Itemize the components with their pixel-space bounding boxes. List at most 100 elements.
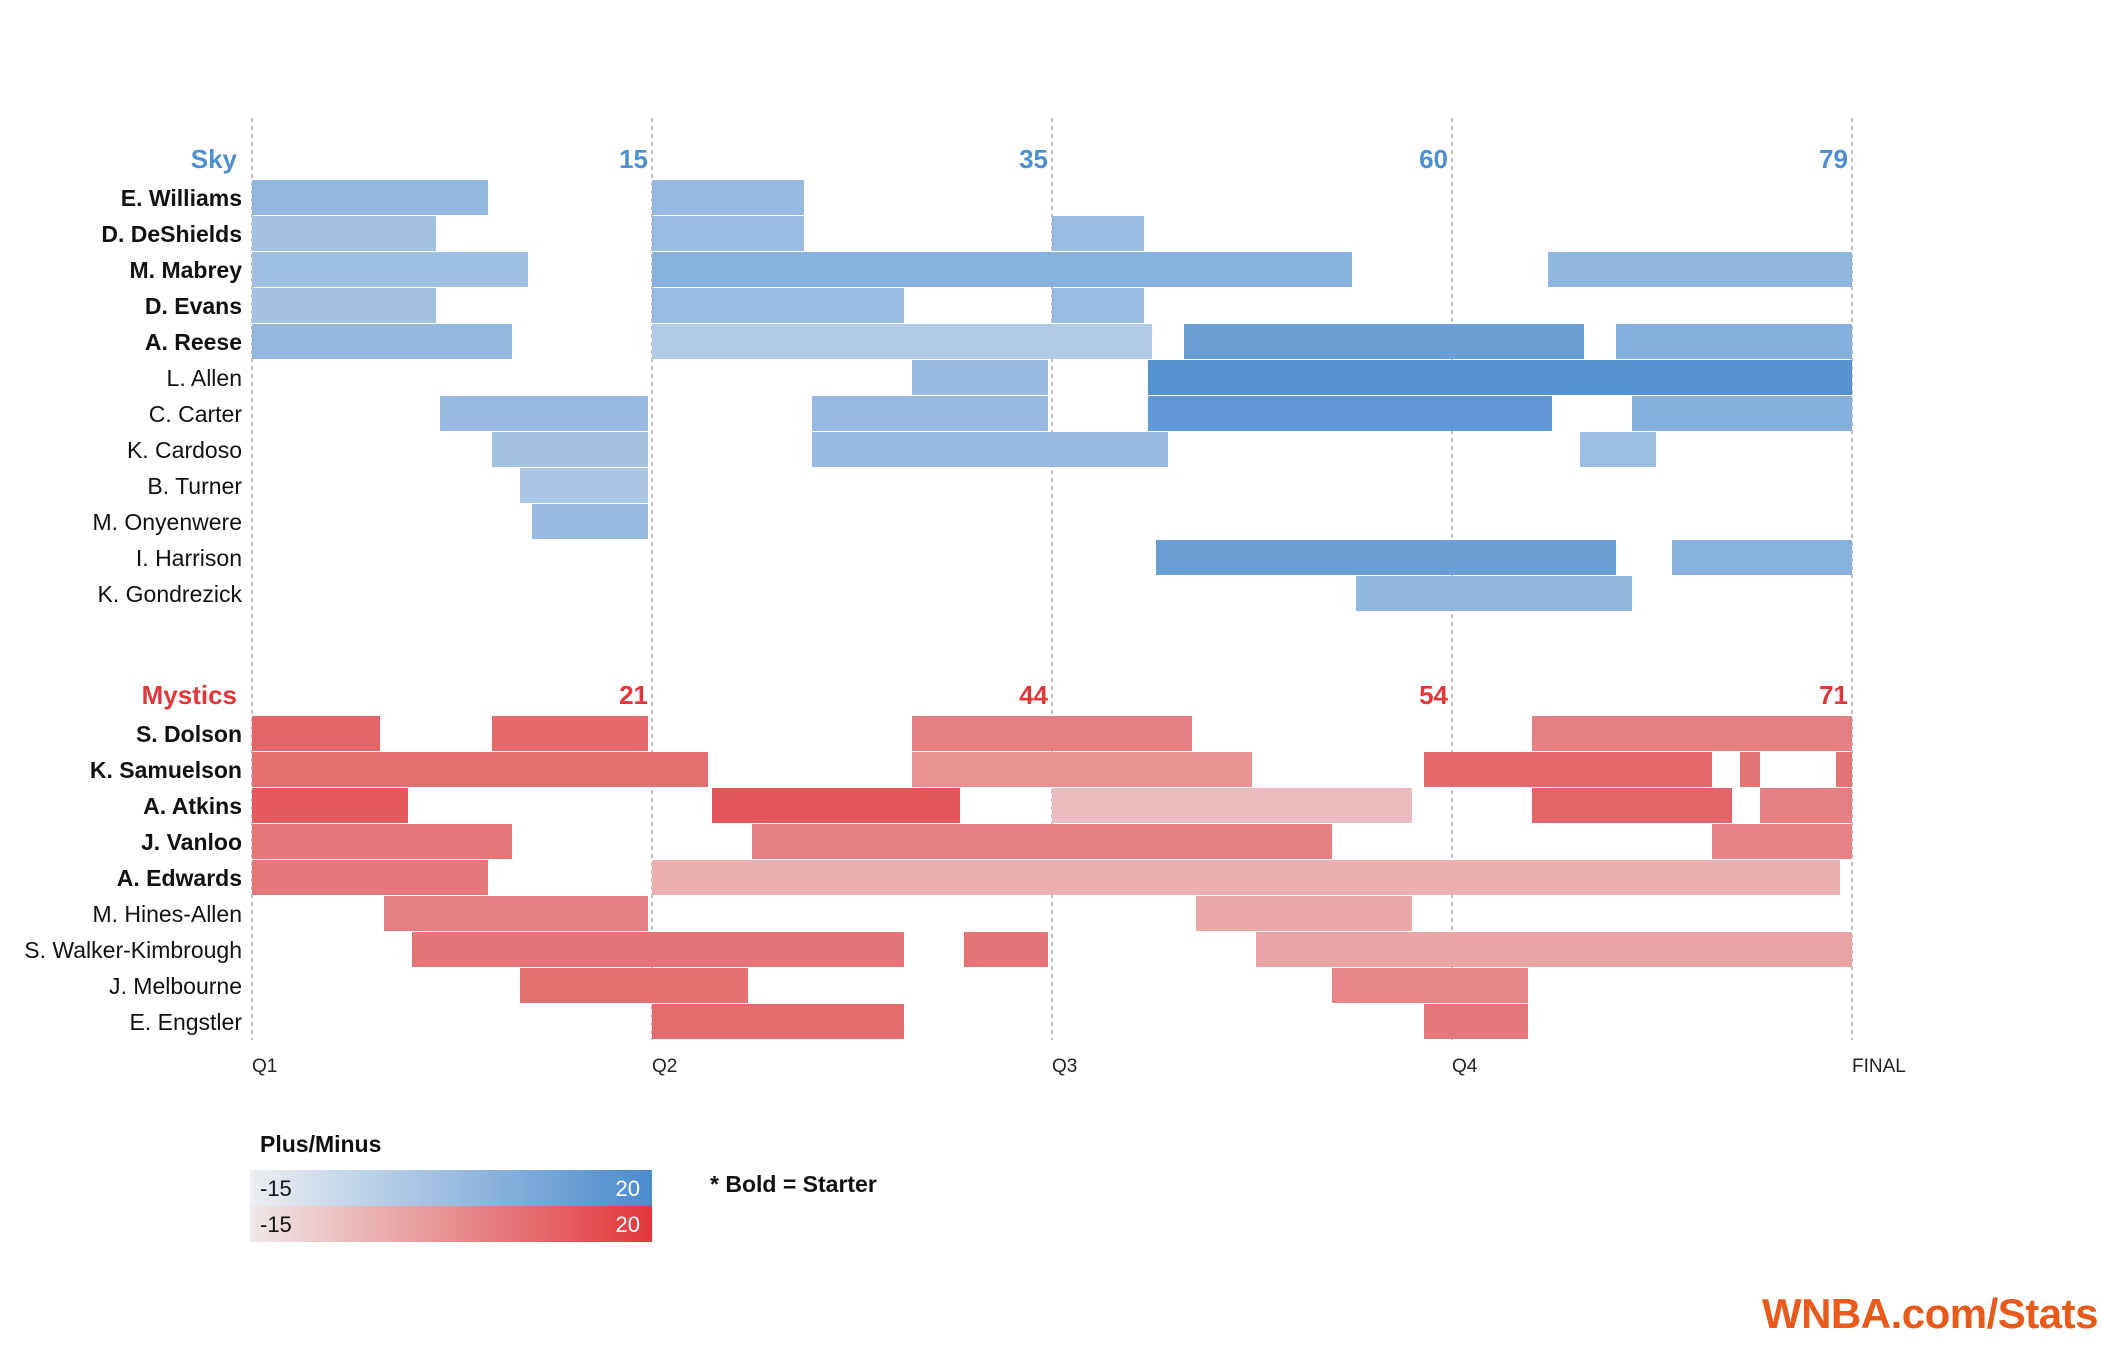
quarter-score: 35 — [1019, 144, 1048, 174]
legend-gradient-mystics — [250, 1206, 652, 1242]
x-tick-label: Q4 — [1452, 1056, 1478, 1077]
quarter-score: 44 — [1019, 680, 1048, 710]
stint-bar — [252, 824, 512, 859]
stint-bar — [1052, 788, 1412, 823]
team-mystics: Mystics 21 44 54 71 S. Dolson K. Samuelson A. A… — [24, 680, 1852, 1039]
stint-bar — [752, 824, 1332, 859]
stint-bar — [384, 896, 648, 931]
player-name: J. Vanloo — [141, 829, 242, 855]
quarter-score: 21 — [619, 680, 648, 710]
starter-note: * Bold = Starter — [710, 1171, 877, 1197]
legend-gradient-sky — [250, 1170, 652, 1206]
player-name: M. Mabrey — [130, 257, 243, 283]
stint-bar — [520, 968, 748, 1003]
player-name: S. Dolson — [136, 721, 242, 747]
stint-bar — [520, 468, 648, 503]
stint-bar — [1760, 788, 1852, 823]
stint-bar — [652, 1004, 904, 1039]
stint-bar — [812, 432, 1168, 467]
stint-bar — [964, 932, 1048, 967]
stint-bar — [492, 716, 648, 751]
legend-min-mystics: -15 — [260, 1212, 292, 1237]
quarter-score: 15 — [619, 144, 648, 174]
legend-max-sky: 20 — [616, 1176, 640, 1201]
x-axis: Q1 Q2 Q3 Q4 FINAL — [252, 1056, 1906, 1077]
stint-bar — [812, 396, 1048, 431]
player-name: A. Reese — [145, 329, 242, 355]
stint-bar — [652, 216, 804, 251]
stint-bar — [1580, 432, 1656, 467]
stint-bar — [1148, 360, 1852, 395]
stint-bar — [1424, 752, 1712, 787]
quarter-score: 54 — [1419, 680, 1448, 710]
stint-bar — [252, 716, 380, 751]
stint-bar — [1672, 540, 1852, 575]
player-name: K. Samuelson — [90, 757, 242, 783]
stint-bar — [652, 288, 904, 323]
stint-bar — [1548, 252, 1852, 287]
x-tick-label: FINAL — [1852, 1056, 1906, 1077]
player-name: C. Carter — [149, 401, 243, 427]
team-sky: Sky 15 35 60 79 E. Williams D. DeShields M. Mab… — [92, 144, 1852, 611]
stint-bar — [1256, 932, 1852, 967]
stint-bar — [532, 504, 648, 539]
stint-bar — [1052, 288, 1144, 323]
stint-bar — [252, 288, 436, 323]
x-tick-label: Q3 — [1052, 1056, 1077, 1077]
player-name: A. Atkins — [143, 793, 242, 819]
stint-bar — [1532, 788, 1732, 823]
stint-bar — [252, 860, 488, 895]
player-name: M. Hines-Allen — [92, 901, 242, 927]
stint-bar — [652, 180, 804, 215]
player-name: M. Onyenwere — [92, 509, 242, 535]
stint-bar — [1184, 324, 1584, 359]
stint-bar — [1740, 752, 1760, 787]
brand-watermark: WNBA.com/Stats — [1762, 1290, 2098, 1337]
x-tick-label: Q2 — [652, 1056, 677, 1077]
player-name: E. Engstler — [130, 1009, 243, 1035]
legend-title: Plus/Minus — [260, 1131, 381, 1157]
stint-bar — [1052, 216, 1144, 251]
legend-min-sky: -15 — [260, 1176, 292, 1201]
stint-bar — [252, 216, 436, 251]
player-name: J. Melbourne — [109, 973, 242, 999]
stint-bar — [1632, 396, 1852, 431]
stint-bar — [652, 860, 1840, 895]
player-name: D. Evans — [145, 293, 242, 319]
player-name: E. Williams — [121, 185, 242, 211]
stint-bar — [252, 252, 528, 287]
stint-bar — [912, 716, 1192, 751]
legend-max-mystics: 20 — [616, 1212, 640, 1237]
stint-bar — [1532, 716, 1852, 751]
stint-bar — [912, 752, 1252, 787]
stint-bar — [912, 360, 1048, 395]
stint-bar — [1148, 396, 1552, 431]
stint-bar — [440, 396, 648, 431]
player-name: I. Harrison — [136, 545, 242, 571]
stint-bar — [1424, 1004, 1528, 1039]
player-name: K. Gondrezick — [98, 581, 243, 607]
legend: Plus/Minus -15 20 -15 20 * Bold = Starte… — [250, 1131, 877, 1242]
quarter-score: 79 — [1819, 144, 1848, 174]
stint-bar — [1196, 896, 1412, 931]
stint-bar — [1332, 968, 1528, 1003]
team-rotations: Sky 15 35 60 79 E. Williams D. DeShields M. Mab… — [24, 144, 1852, 1039]
stint-bar — [1156, 540, 1616, 575]
player-name: B. Turner — [147, 473, 242, 499]
stint-bar — [492, 432, 648, 467]
player-name: A. Edwards — [117, 865, 242, 891]
stint-bar — [252, 324, 512, 359]
stint-bar — [1836, 752, 1852, 787]
stint-bar — [652, 252, 1352, 287]
stint-bar — [1616, 324, 1852, 359]
team-name: Mystics — [142, 680, 237, 710]
quarter-score: 60 — [1419, 144, 1448, 174]
stint-bar — [252, 180, 488, 215]
stint-bar — [652, 324, 1152, 359]
team-name: Sky — [191, 144, 238, 174]
stint-bar — [252, 788, 408, 823]
quarter-score: 71 — [1819, 680, 1848, 710]
stint-bar — [1356, 576, 1632, 611]
stint-bar — [712, 788, 960, 823]
